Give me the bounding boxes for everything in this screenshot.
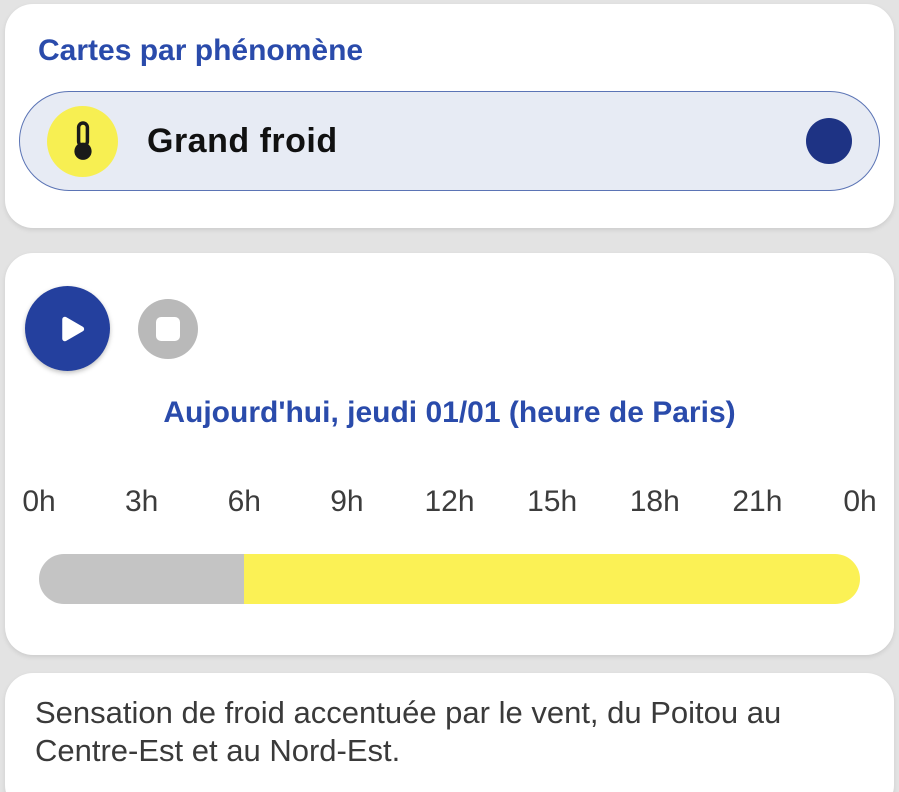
hour-ticks: 0h 3h 6h 9h 12h 15h 18h 21h 0h bbox=[22, 485, 876, 521]
phenomena-card: Cartes par phénomène Grand froid bbox=[5, 4, 894, 228]
hour-tick: 0h bbox=[22, 485, 56, 518]
phenomenon-label: Grand froid bbox=[147, 121, 338, 160]
hour-tick: 3h bbox=[124, 485, 159, 518]
hour-tick: 18h bbox=[629, 485, 680, 518]
stop-icon bbox=[156, 316, 180, 341]
hour-tick: 15h bbox=[527, 485, 578, 518]
phenomenon-pill[interactable]: Grand froid bbox=[19, 91, 880, 191]
timeline-scrubber[interactable] bbox=[39, 554, 860, 604]
bulletin-text: Sensation de froid accentuée par le vent… bbox=[35, 695, 782, 768]
stop-button[interactable] bbox=[138, 298, 198, 359]
hour-tick: 6h bbox=[227, 485, 261, 518]
date-label: Aujourd'hui, jeudi 01/01 (heure de Paris… bbox=[163, 396, 736, 429]
card-title: Cartes par phénomène bbox=[38, 34, 364, 67]
thermometer-icon bbox=[73, 121, 92, 160]
bulletin-card: Sensation de froid accentuée par le vent… bbox=[5, 673, 894, 792]
hour-tick: 21h bbox=[732, 485, 783, 518]
hour-tick: 0h bbox=[843, 485, 877, 518]
timeline-card: Aujourd'hui, jeudi 01/01 (heure de Paris… bbox=[5, 253, 894, 655]
play-icon bbox=[61, 316, 84, 341]
selected-indicator-dot bbox=[806, 118, 852, 164]
thermometer-icon-badge bbox=[47, 105, 118, 177]
play-button[interactable] bbox=[25, 286, 110, 371]
progress-elapsed bbox=[39, 554, 245, 604]
hour-tick: 9h bbox=[330, 485, 364, 518]
playback-controls bbox=[5, 253, 894, 371]
hour-tick: 12h bbox=[424, 485, 475, 518]
progress-remaining bbox=[244, 554, 860, 604]
page-background: { "phenomena_card": { "title": "Cartes p… bbox=[0, 4, 899, 792]
